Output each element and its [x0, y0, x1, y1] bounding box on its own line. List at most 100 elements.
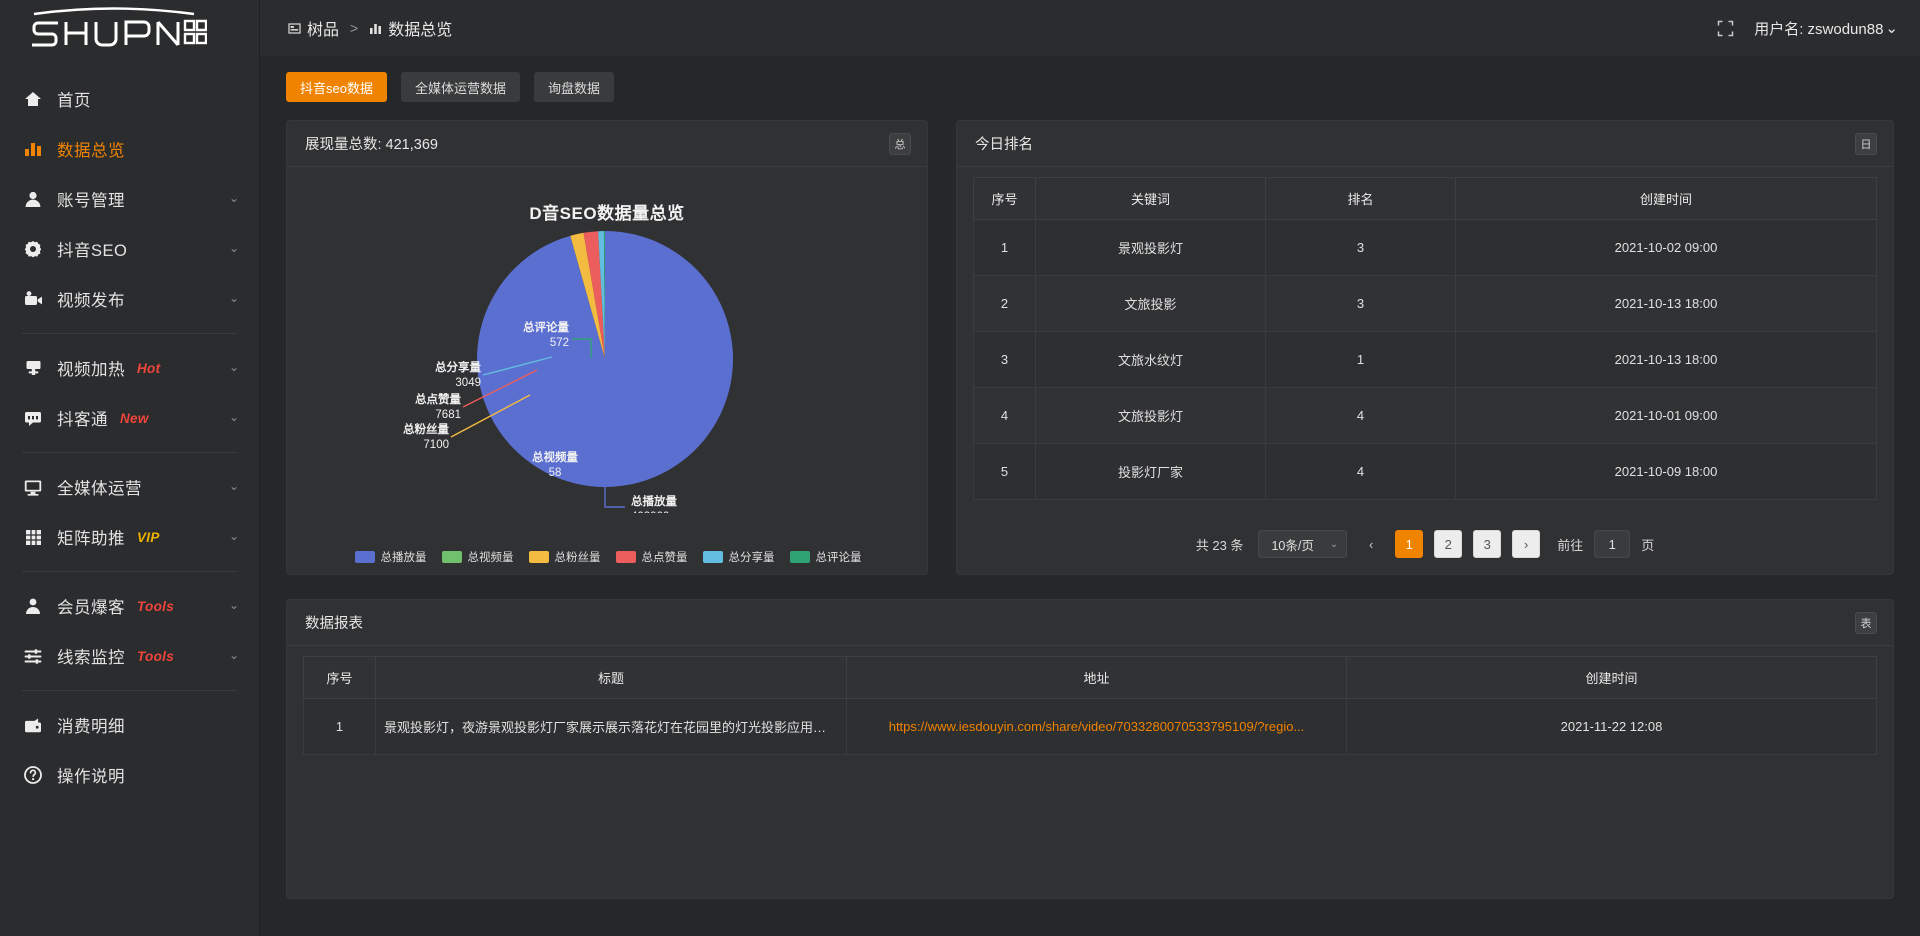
report-url-cell: https://www.iesdouyin.com/share/video/70… [846, 698, 1347, 755]
svg-text:总播放量: 总播放量 [631, 494, 677, 508]
sidebar-item-label: 首页 [57, 92, 91, 110]
sidebar-item-label: 消费明细 [57, 718, 125, 736]
report-table-badge[interactable]: 表 [1855, 611, 1877, 634]
rank-col-1: 关键词 [1035, 177, 1266, 220]
rank-cell: 1 [973, 219, 1036, 276]
legend-item-2[interactable]: 总粉丝量 [528, 549, 601, 565]
sidebar-divider [22, 571, 237, 572]
sidebar-item-0[interactable]: 首页 [0, 74, 259, 124]
report-col-2: 地址 [846, 656, 1347, 699]
report-url-link[interactable]: https://www.iesdouyin.com/share/video/70… [888, 719, 1305, 734]
user-menu[interactable]: 用户名: zswodun88 ⌄ [1754, 18, 1898, 39]
legend-swatch [702, 551, 723, 563]
report-col-0: 序号 [303, 656, 376, 699]
legend-item-5[interactable]: 总评论量 [789, 549, 862, 565]
pagination-page-2[interactable]: 2 [1434, 530, 1463, 558]
rank-cell: 5 [973, 443, 1036, 500]
legend-item-3[interactable]: 总点赞量 [615, 549, 688, 565]
rank-cell: 2021-10-09 18:00 [1455, 443, 1877, 500]
sidebar-item-1[interactable]: 数据总览 [0, 124, 259, 174]
rank-pagination: 共 23 条 10条/页 ⌄ ‹ 1 2 3 › 前往 页 [957, 516, 1893, 574]
page-size-select[interactable]: 10条/页 ⌄ [1258, 530, 1348, 558]
table-row[interactable]: 1 景观投影灯，夜游景观投影灯厂家展示展示落花灯在花园里的灯光投影应用效果 # ht… [303, 698, 1877, 755]
sidebar-item-6[interactable]: 抖客通 New ⌄ [0, 393, 259, 443]
pagination-next[interactable]: › [1512, 530, 1541, 558]
fullscreen-icon[interactable] [1717, 20, 1734, 37]
pagination-page-1[interactable]: 1 [1395, 530, 1424, 558]
report-card-title: 数据报表 [305, 616, 363, 632]
rank-col-3: 创建时间 [1455, 177, 1877, 220]
table-row[interactable]: 5 投影灯厂家 4 2021-10-09 18:00 [973, 443, 1877, 500]
sidebar-item-4[interactable]: 视频发布 ⌄ [0, 274, 259, 324]
sidebar-item-label: 数据总览 [57, 142, 125, 160]
svg-text:总评论量: 总评论量 [523, 320, 569, 334]
legend-item-1[interactable]: 总视频量 [441, 549, 514, 565]
legend-swatch [789, 551, 810, 563]
rank-cell: 4 [1265, 443, 1456, 500]
rank-cell: 4 [1265, 387, 1456, 444]
sidebar-nav: 首页 数据总览 账号管理 ⌄ 抖音SEO ⌄ 视频发布 ⌄ 视频加热 Hot ⌄ 抖客通 New ⌄ 全媒体… [0, 56, 259, 800]
tab-2[interactable]: 询盘数据 [533, 72, 614, 102]
report-col-1: 标题 [375, 656, 847, 699]
legend-label: 总评论量 [815, 552, 862, 564]
legend-item-4[interactable]: 总分享量 [702, 549, 775, 565]
pagination-page-3[interactable]: 3 [1473, 530, 1502, 558]
rank-cell: 3 [973, 331, 1036, 388]
breadcrumb-item-root[interactable]: 树品 [288, 16, 339, 40]
report-index-cell: 1 [303, 698, 376, 755]
sidebar-item-8[interactable]: 矩阵助推 VIP ⌄ [0, 512, 259, 562]
svg-text:总点赞量: 总点赞量 [415, 392, 461, 406]
sidebar-divider [22, 452, 237, 453]
breadcrumb-item-current[interactable]: 数据总览 [369, 16, 452, 40]
sidebar-item-12[interactable]: 操作说明 [0, 750, 259, 800]
table-row[interactable]: 2 文旅投影 3 2021-10-13 18:00 [973, 275, 1877, 332]
svg-text:3049: 3049 [455, 377, 481, 389]
tab-1[interactable]: 全媒体运营数据 [400, 72, 520, 102]
chevron-down-icon: ⌄ [228, 529, 239, 543]
rank-card-header: 今日排名 日 [957, 121, 1893, 167]
rank-cell: 2 [973, 275, 1036, 332]
topbar-right: 用户名: zswodun88 ⌄ [1717, 18, 1898, 39]
sidebar-item-9[interactable]: 会员爆客 Tools ⌄ [0, 581, 259, 631]
legend-swatch [354, 551, 375, 563]
chart-total-badge[interactable]: 总 [889, 132, 911, 155]
sidebar-item-3[interactable]: 抖音SEO ⌄ [0, 224, 259, 274]
content: 抖音seo数据 全媒体运营数据 询盘数据 展现量总数: 421,369 总 D音SE… [260, 56, 1920, 936]
table-row[interactable]: 4 文旅投影灯 4 2021-10-01 09:00 [973, 387, 1877, 444]
sidebar-item-label: 视频加热 [57, 361, 125, 379]
monitor-icon [22, 476, 44, 498]
svg-text:7100: 7100 [423, 439, 449, 451]
pagination-prev[interactable]: ‹ [1369, 536, 1374, 552]
rank-cell: 文旅投影灯 [1035, 387, 1266, 444]
chevron-down-icon: ⌄ [1329, 538, 1339, 550]
brand-logo[interactable] [0, 0, 259, 56]
sidebar-item-10[interactable]: 线索监控 Tools ⌄ [0, 631, 259, 681]
report-col-3: 创建时间 [1346, 656, 1877, 699]
report-title-text: 景观投影灯，夜游景观投影灯厂家展示展示落花灯在花园里的灯光投影应用效果 # [384, 720, 846, 735]
legend-label: 总分享量 [728, 552, 775, 564]
pie-chart[interactable]: 总评论量 572 总分享量 3049 总点赞量 7681 总粉丝量 7100 总视频量 58 总播放… [287, 223, 929, 523]
legend-label: 总粉丝量 [554, 552, 601, 564]
legend-item-0[interactable]: 总播放量 [354, 549, 427, 565]
chevron-down-icon: ⌄ [228, 410, 239, 424]
sidebar-divider [22, 690, 237, 691]
sidebar-item-7[interactable]: 全媒体运营 ⌄ [0, 462, 259, 512]
chart-area: D音SEO数据量总览 总评论量 572 总分享量 3049 总点赞量 7681 总粉丝量 71… [287, 167, 927, 575]
page-size-value: 10条/页 [1271, 538, 1314, 553]
table-row[interactable]: 1 景观投影灯 3 2021-10-02 09:00 [973, 219, 1877, 276]
sidebar-item-label: 抖音SEO [57, 242, 128, 260]
sidebar-item-5[interactable]: 视频加热 Hot ⌄ [0, 343, 259, 393]
report-created-cell: 2021-11-22 12:08 [1346, 698, 1877, 755]
tab-label: 抖音seo数据 [300, 80, 373, 96]
chart-legend: 总播放量 总视频量 总粉丝量 总点赞量 总分享量 总评论量 [287, 549, 929, 565]
table-row[interactable]: 3 文旅水纹灯 1 2021-10-13 18:00 [973, 331, 1877, 388]
chart-bar-icon [22, 138, 44, 160]
rank-cell: 1 [1265, 331, 1456, 388]
rank-cell: 4 [973, 387, 1036, 444]
sidebar-item-2[interactable]: 账号管理 ⌄ [0, 174, 259, 224]
report-table: 序号 标题 地址 创建时间 1 景观投影灯，夜游景观投影灯厂家展示展示落花灯在花园里的灯… [303, 656, 1877, 755]
tab-0[interactable]: 抖音seo数据 [286, 72, 387, 102]
pagination-goto-input[interactable] [1594, 530, 1631, 558]
sidebar-item-11[interactable]: 消费明细 [0, 700, 259, 750]
rank-day-badge[interactable]: 日 [1855, 132, 1877, 155]
